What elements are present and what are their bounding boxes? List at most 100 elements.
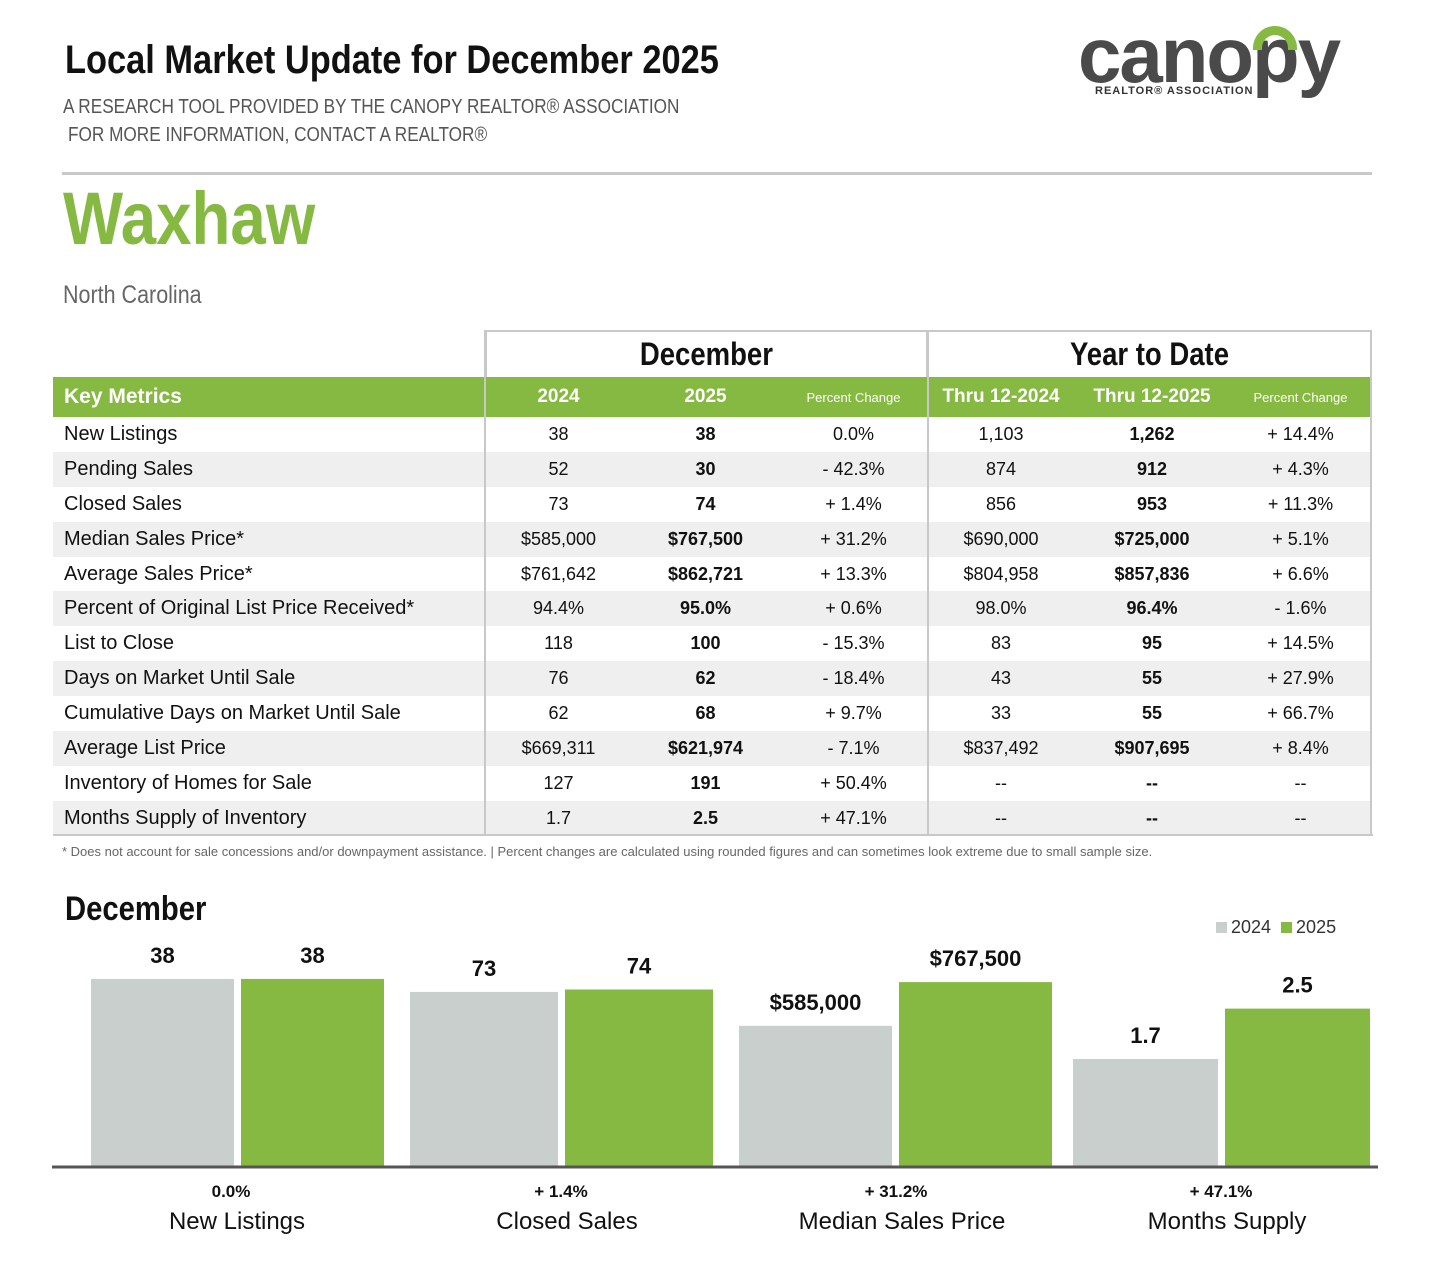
ytd-pct-change: + 27.9% (1267, 668, 1334, 689)
month-pct-change: 0.0% (832, 423, 875, 444)
category-pct-change: 0.0% (211, 1182, 251, 1201)
col-ytd-cur: Thru 12-2025 (1093, 386, 1211, 407)
bar-cur (1225, 1008, 1370, 1166)
month-pct-change: - 15.3% (822, 633, 885, 654)
category-pct-change: + 47.1% (1189, 1182, 1253, 1201)
city-name: Waxhaw (63, 177, 316, 260)
bar-value-label: 2.5 (1282, 973, 1313, 998)
month-pct-change: + 47.1% (820, 807, 887, 828)
ytd-cur-value: 96.4% (1126, 598, 1178, 619)
category-label: New Listings (168, 1208, 306, 1235)
table-bottom-rule (53, 834, 1373, 836)
col-month-cur: 2025 (684, 386, 727, 407)
month-prev-value: 62 (548, 703, 569, 724)
month-cur-value: $621,974 (667, 737, 744, 758)
ytd-pct-change: + 4.3% (1272, 458, 1329, 479)
col-ytd-pct: Percent Change (1253, 389, 1348, 405)
col-key-metrics: Key Metrics (64, 385, 182, 408)
canopy-arc-icon (1253, 26, 1297, 50)
month-pct-change: + 31.2% (820, 528, 887, 549)
metric-label: Pending Sales (64, 457, 193, 480)
category-label: Closed Sales (496, 1208, 638, 1235)
metric-label: New Listings (64, 422, 178, 445)
month-prev-value: 127 (543, 772, 574, 793)
category-label: Median Sales Price (798, 1208, 1006, 1235)
ytd-prev-value: 43 (990, 668, 1012, 689)
ytd-prev-value: 856 (985, 493, 1017, 514)
metric-label: Closed Sales (64, 492, 182, 515)
month-prev-value: 76 (548, 668, 569, 689)
page-title: Local Market Update for December 2025 (65, 38, 719, 82)
month-prev-value: 1.7 (545, 807, 572, 828)
month-cur-value: 100 (690, 633, 721, 654)
ytd-pct-change: -- (1294, 807, 1307, 828)
bar-value-label: 38 (150, 943, 174, 968)
month-prev-value: 52 (548, 458, 569, 479)
bar-prev (91, 978, 234, 1166)
month-prev-value: $585,000 (520, 528, 597, 549)
ytd-pct-change: + 14.5% (1267, 633, 1334, 654)
bar-prev (739, 1025, 892, 1166)
bar-value-label: 73 (472, 956, 496, 981)
month-pct-change: + 13.3% (820, 563, 887, 584)
metric-label: Average Sales Price* (64, 562, 253, 585)
bar-cur (565, 989, 713, 1166)
bar-cur (899, 982, 1052, 1166)
ytd-pct-change: + 8.4% (1272, 737, 1329, 758)
bar-value-label: 74 (627, 954, 652, 979)
ytd-prev-value: -- (995, 772, 1007, 793)
legend-item-2025: 2025 (1281, 917, 1336, 938)
ytd-pct-change: + 5.1% (1272, 528, 1329, 549)
table-divider-left (484, 330, 486, 836)
group-month-label: December (639, 336, 774, 372)
ytd-prev-value: 1,103 (978, 423, 1024, 444)
month-prev-value: 73 (548, 493, 569, 514)
ytd-prev-value: 33 (990, 703, 1012, 724)
ytd-cur-value: -- (1146, 772, 1158, 793)
legend-swatch-2025 (1281, 922, 1293, 933)
table-footnote: * Does not account for sale concessions … (62, 844, 1153, 859)
ytd-pct-change: + 66.7% (1267, 703, 1334, 724)
table-row: List to Close 118 100 - 15.3% 83 95 + 14.5% (53, 626, 1371, 661)
bar-prev (1073, 1058, 1218, 1166)
table-row: Average List Price $669,311 $621,974 - 7.1%… (53, 731, 1371, 766)
table-row: Closed Sales 73 74 + 1.4% 856 953 + 11.3% (53, 487, 1371, 522)
month-prev-value: $669,311 (521, 737, 596, 758)
subtitle-contact: FOR MORE INFORMATION, CONTACT A REALTOR® (68, 124, 488, 146)
ytd-cur-value: $857,836 (1114, 563, 1190, 584)
ytd-pct-change: + 11.3% (1267, 493, 1334, 514)
ytd-cur-value: 55 (1141, 703, 1163, 724)
ytd-cur-value: 55 (1141, 668, 1163, 689)
ytd-pct-change: + 6.6% (1272, 563, 1329, 584)
month-prev-value: 118 (544, 633, 573, 654)
table-row: Median Sales Price* $585,000 $767,500 + 31.… (53, 521, 1371, 557)
header-divider (62, 172, 1372, 175)
group-header-ytd: Year to Date (928, 330, 1372, 377)
category-pct-change: + 31.2% (864, 1182, 928, 1201)
ytd-prev-value: 83 (990, 633, 1012, 654)
table-row: Inventory of Homes for Sale 127 191 + 50.4%… (53, 766, 1371, 801)
ytd-prev-value: 98.0% (975, 598, 1027, 619)
legend-label-2025: 2025 (1296, 917, 1337, 937)
bar-cur (241, 978, 384, 1166)
metric-label: Inventory of Homes for Sale (64, 771, 312, 794)
month-pct-change: - 42.3% (822, 458, 885, 479)
ytd-prev-value: $690,000 (963, 528, 1039, 549)
month-prev-value: 94.4% (532, 598, 585, 619)
month-pct-change: - 7.1% (827, 737, 880, 758)
table-row: Average Sales Price* $761,642 $862,721 + 13… (53, 557, 1371, 592)
ytd-cur-value: 1,262 (1129, 423, 1175, 444)
metric-label: Median Sales Price* (64, 527, 245, 550)
subtitle-research-tool: A RESEARCH TOOL PROVIDED BY THE CANOPY R… (63, 96, 680, 118)
category-label: Months Supply (1147, 1208, 1307, 1235)
ytd-cur-value: 953 (1136, 493, 1168, 514)
metric-label: Days on Market Until Sale (64, 667, 296, 690)
ytd-cur-value: $907,695 (1114, 737, 1190, 758)
table-divider-middle (927, 330, 929, 836)
month-pct-change: + 1.4% (825, 493, 882, 514)
bar-value-label: 38 (300, 943, 324, 968)
bar-chart: 38 38 73 74 $585,000 $767,500 1.7 2.5 (52, 943, 1378, 1169)
month-cur-value: 191 (690, 772, 721, 793)
month-cur-value: 68 (695, 703, 716, 724)
legend-label-2024: 2024 (1231, 917, 1272, 937)
